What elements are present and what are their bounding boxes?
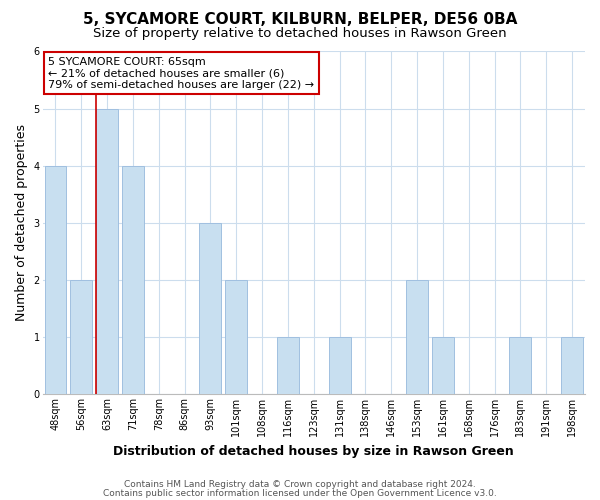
Bar	[70, 280, 92, 394]
Bar	[509, 337, 532, 394]
Bar	[277, 337, 299, 394]
Bar	[44, 166, 67, 394]
Bar	[96, 108, 118, 394]
X-axis label: Distribution of detached houses by size in Rawson Green: Distribution of detached houses by size …	[113, 444, 514, 458]
Y-axis label: Number of detached properties: Number of detached properties	[15, 124, 28, 322]
Text: Contains public sector information licensed under the Open Government Licence v3: Contains public sector information licen…	[103, 488, 497, 498]
Text: 5 SYCAMORE COURT: 65sqm
← 21% of detached houses are smaller (6)
79% of semi-det: 5 SYCAMORE COURT: 65sqm ← 21% of detache…	[48, 56, 314, 90]
Bar	[199, 223, 221, 394]
Bar	[432, 337, 454, 394]
Text: Size of property relative to detached houses in Rawson Green: Size of property relative to detached ho…	[93, 28, 507, 40]
Bar	[122, 166, 144, 394]
Bar	[329, 337, 350, 394]
Bar	[406, 280, 428, 394]
Bar	[226, 280, 247, 394]
Text: 5, SYCAMORE COURT, KILBURN, BELPER, DE56 0BA: 5, SYCAMORE COURT, KILBURN, BELPER, DE56…	[83, 12, 517, 28]
Text: Contains HM Land Registry data © Crown copyright and database right 2024.: Contains HM Land Registry data © Crown c…	[124, 480, 476, 489]
Bar	[561, 337, 583, 394]
